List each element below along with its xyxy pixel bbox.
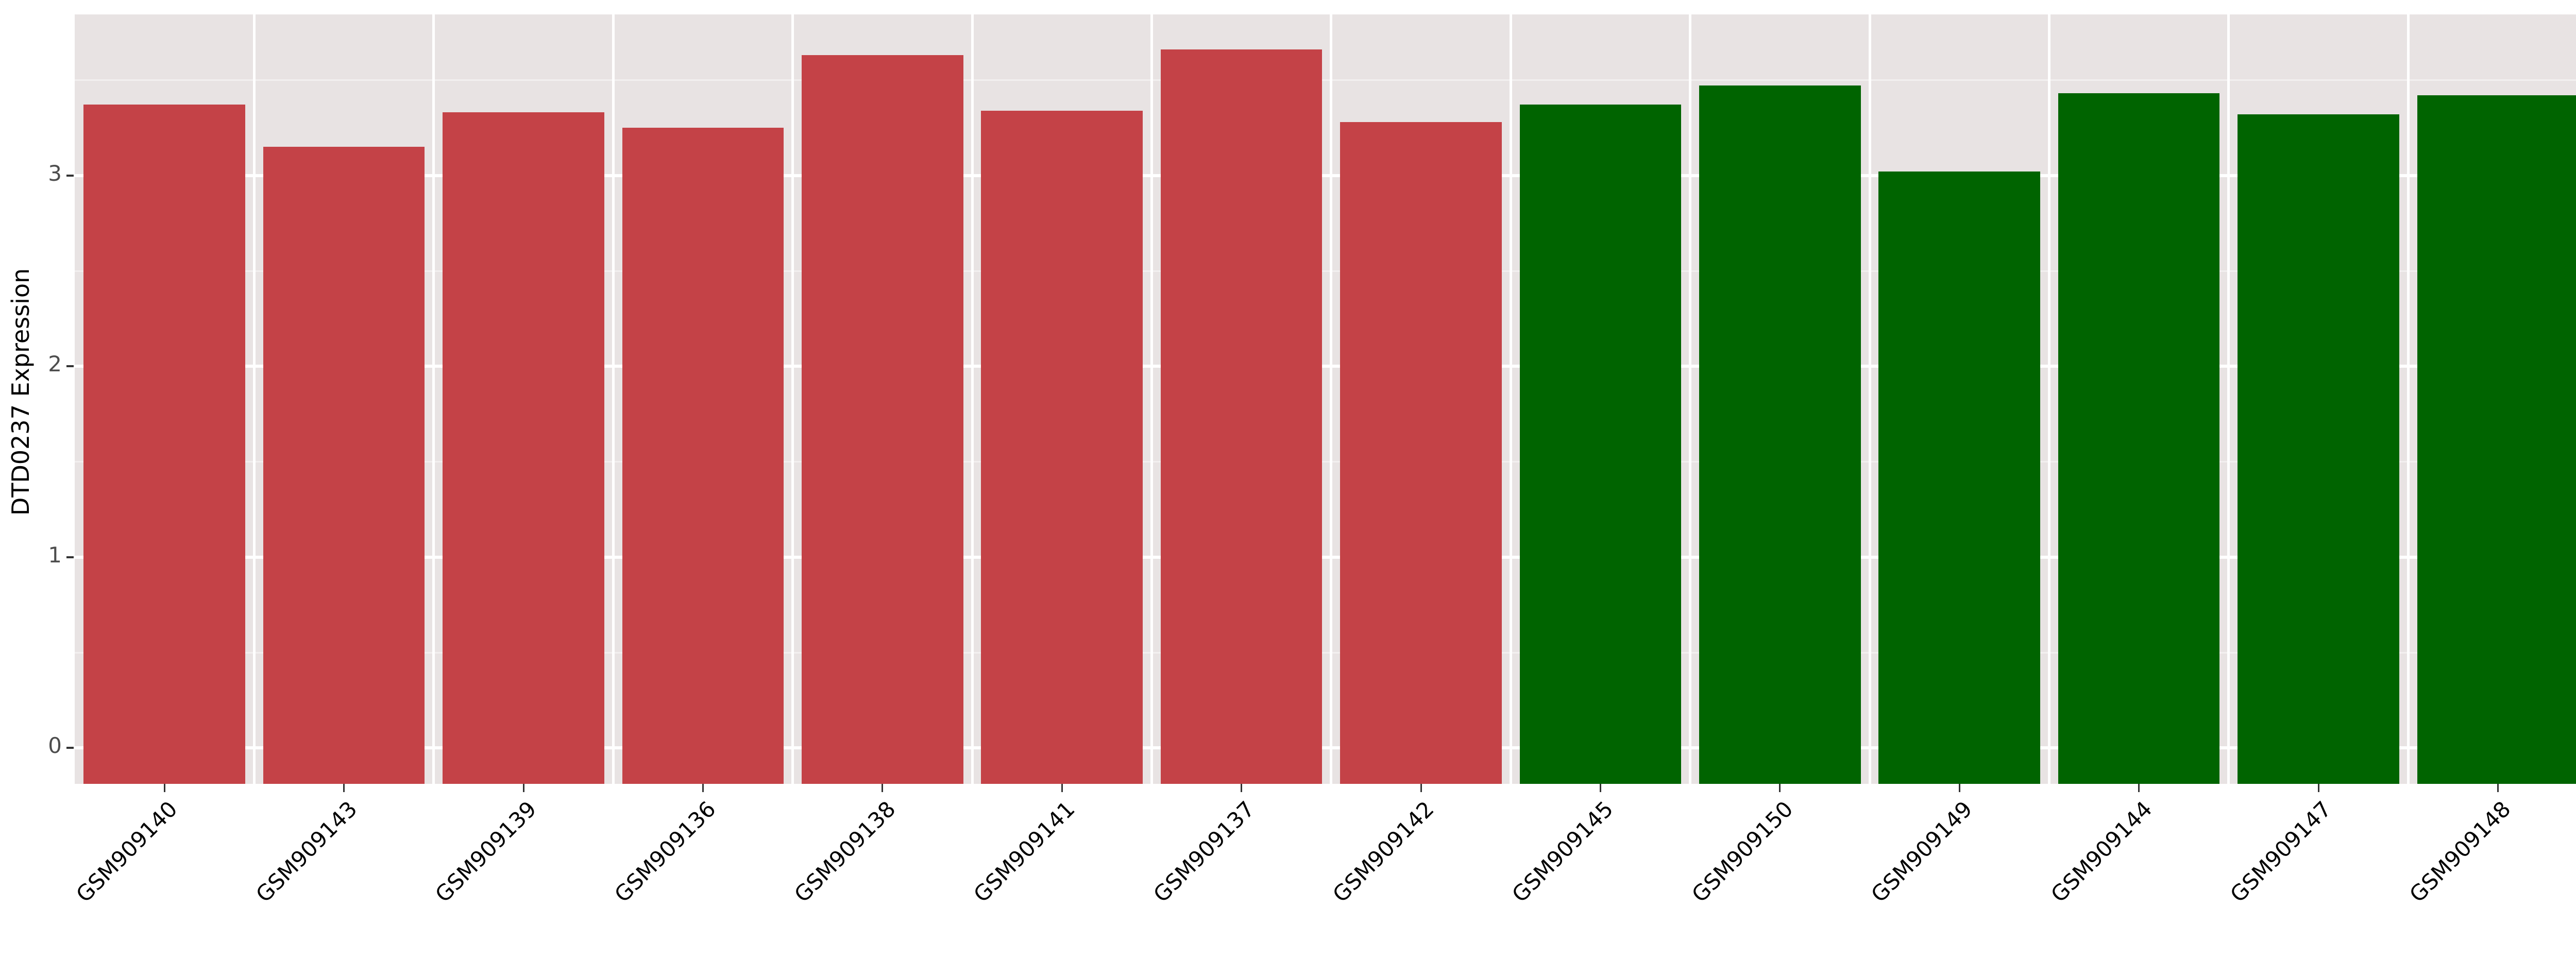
x-tick-label-GSM909142: GSM909142 [1328, 796, 1439, 907]
x-tick-mark-GSM909136 [702, 784, 704, 792]
gridline-major-x-9 [1689, 14, 1692, 784]
bar-GSM909149[interactable] [1878, 172, 2040, 784]
gridline-major-x-1 [252, 14, 256, 784]
gridline-major-x-7 [1330, 14, 1333, 784]
bar-GSM909144[interactable] [2058, 93, 2220, 784]
bar-GSM909138[interactable] [802, 55, 963, 784]
x-tick-label-GSM909140: GSM909140 [71, 796, 182, 907]
gridline-minor-y-3.5 [75, 79, 2576, 81]
x-tick-mark-GSM909147 [2317, 784, 2319, 792]
y-tick-mark-1 [66, 556, 74, 558]
y-axis-title: DTD0237 Expression [7, 268, 35, 516]
gridline-major-x-10 [1868, 14, 1871, 784]
bar-GSM909141[interactable] [981, 110, 1143, 784]
x-tick-label-GSM909145: GSM909145 [1507, 796, 1619, 907]
gridline-major-y-0 [75, 746, 2576, 749]
bar-GSM909148[interactable] [2417, 95, 2576, 784]
gridline-major-x-8 [1509, 14, 1512, 784]
y-tick-mark-3 [66, 174, 74, 177]
y-tick-label-1: 1 [48, 542, 62, 568]
x-tick-mark-GSM909149 [1958, 784, 1960, 792]
bar-GSM909147[interactable] [2238, 114, 2399, 784]
x-tick-label-GSM909137: GSM909137 [1148, 796, 1260, 907]
gridline-minor-y-2.5 [75, 270, 2576, 272]
bar-GSM909150[interactable] [1699, 85, 1861, 784]
y-tick-label-0: 0 [48, 733, 62, 758]
x-tick-label-GSM909146: GSM909146 [2532, 796, 2576, 959]
x-tick-mark-GSM909144 [2138, 784, 2140, 792]
gridline-major-x-5 [971, 14, 974, 784]
x-tick-label-GSM909143: GSM909143 [250, 796, 362, 907]
gridline-minor-y-0.5 [75, 652, 2576, 654]
x-tick-label-GSM909148: GSM909148 [2404, 796, 2516, 907]
x-tick-label-GSM909149: GSM909149 [1866, 796, 1977, 907]
gridline-major-x-4 [791, 14, 794, 784]
x-tick-label-GSM909138: GSM909138 [789, 796, 901, 907]
x-tick-mark-GSM909145 [1599, 784, 1601, 792]
y-tick-label-3: 3 [48, 160, 62, 186]
x-tick-mark-GSM909141 [1061, 784, 1063, 792]
gridline-major-x-11 [2047, 14, 2050, 784]
gridline-major-x-2 [432, 14, 435, 784]
x-tick-label-GSM909139: GSM909139 [430, 796, 541, 907]
bar-chart-figure: DTD0237 Expression 0 1 2 3 GSM909140 GSM9091… [7, 14, 2576, 907]
x-tick-label-GSM909136: GSM909136 [609, 796, 721, 907]
x-tick-label-GSM909150: GSM909150 [1686, 796, 1798, 907]
plot-panel [75, 14, 2576, 784]
x-tick-label-GSM909141: GSM909141 [969, 796, 1080, 907]
bar-GSM909140[interactable] [83, 105, 245, 784]
gridline-major-x-6 [1150, 14, 1153, 784]
bar-GSM909142[interactable] [1340, 122, 1502, 784]
x-tick-mark-GSM909148 [2497, 784, 2499, 792]
y-tick-label-2: 2 [48, 351, 62, 376]
bar-GSM909137[interactable] [1160, 49, 1323, 784]
y-tick-mark-2 [66, 365, 74, 367]
gridline-minor-y-1.5 [75, 461, 2576, 463]
gridline-major-x-3 [612, 14, 615, 784]
x-tick-mark-GSM909150 [1779, 784, 1781, 792]
y-tick-mark-0 [66, 747, 74, 749]
x-tick-mark-GSM909143 [343, 784, 345, 792]
gridline-major-y-2 [75, 365, 2576, 368]
x-tick-label-GSM909144: GSM909144 [2045, 796, 2157, 907]
gridline-major-y-3 [75, 174, 2576, 177]
bar-GSM909139[interactable] [443, 112, 604, 784]
bar-GSM909143[interactable] [263, 146, 425, 784]
gridline-major-x-12 [2227, 14, 2230, 784]
gridline-major-x-13 [2406, 14, 2410, 784]
x-tick-mark-GSM909138 [882, 784, 884, 792]
x-tick-mark-GSM909142 [1420, 784, 1422, 792]
x-tick-mark-GSM909137 [1241, 784, 1243, 792]
bar-GSM909136[interactable] [622, 127, 784, 784]
bar-GSM909145[interactable] [1519, 105, 1682, 784]
gridline-major-y-1 [75, 555, 2576, 559]
x-tick-label-GSM909147: GSM909147 [2225, 796, 2336, 907]
x-tick-mark-GSM909140 [163, 784, 165, 792]
x-tick-mark-GSM909139 [522, 784, 524, 792]
